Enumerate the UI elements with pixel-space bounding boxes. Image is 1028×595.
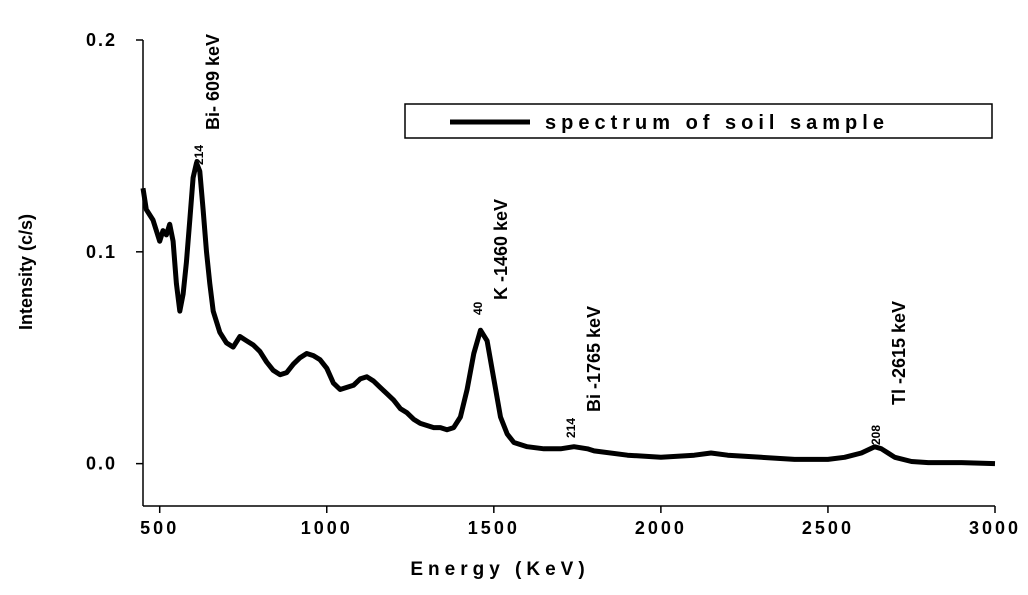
- annotation-superscript: 214: [564, 418, 578, 438]
- x-tick-label: 1000: [301, 518, 353, 538]
- y-axis-label: Intensity (c/s): [16, 214, 36, 330]
- x-tick-label: 2500: [802, 518, 854, 538]
- annotation-label: Bi- 609 keV: [203, 34, 223, 130]
- data-line: [140, 160, 996, 467]
- annotation-label: Bi -1765 keV: [584, 306, 604, 412]
- annotation-label: K -1460 keV: [491, 199, 511, 300]
- x-tick-label: 500: [140, 518, 179, 538]
- x-tick-label: 2000: [635, 518, 687, 538]
- annotation-label: Tl -2615 keV: [889, 301, 909, 405]
- y-tick-label: 0.0: [86, 454, 117, 474]
- x-tick-label: 3000: [969, 518, 1021, 538]
- x-tick-label: 1500: [468, 518, 520, 538]
- x-axis-label: Energy (KeV): [410, 559, 589, 580]
- annotation-superscript: 40: [471, 301, 485, 315]
- y-tick-label: 0.2: [86, 30, 117, 50]
- legend-box: [404, 103, 993, 139]
- annotation-superscript: 214: [192, 145, 206, 165]
- y-tick-label: 0.1: [86, 242, 117, 262]
- annotation-superscript: 208: [869, 425, 883, 445]
- legend-label: spectrum of soil sample: [545, 112, 889, 134]
